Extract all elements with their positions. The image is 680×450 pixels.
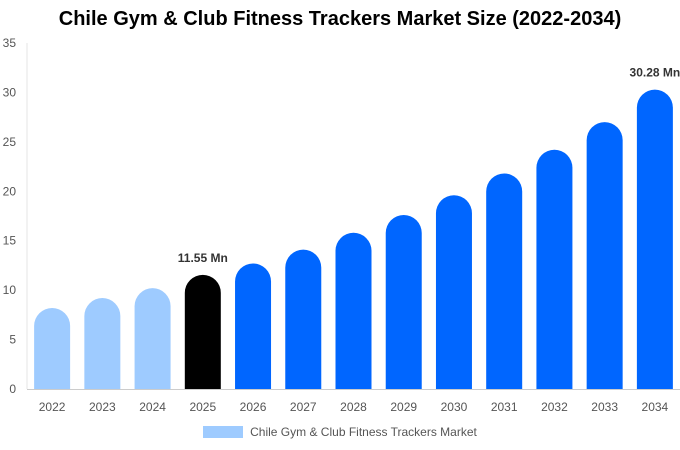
x-tick-label: 2033	[591, 400, 618, 414]
x-tick-label: 2032	[541, 400, 568, 414]
x-tick-label: 2024	[139, 400, 166, 414]
y-tick-label: 10	[3, 283, 17, 297]
x-tick-label: 2030	[441, 400, 468, 414]
bar-2028	[335, 232, 372, 389]
x-tick-label: 2027	[290, 400, 317, 414]
y-tick-label: 35	[3, 36, 17, 50]
legend-label: Chile Gym & Club Fitness Trackers Market	[250, 425, 477, 439]
x-tick-label: 2026	[240, 400, 267, 414]
x-tick-label: 2029	[390, 400, 417, 414]
y-tick-label: 15	[3, 234, 17, 248]
y-tick-label: 20	[3, 184, 17, 198]
x-tick-label: 2022	[39, 400, 66, 414]
bars	[34, 89, 673, 390]
annotations: 11.55 Mn 30.28 Mn	[178, 66, 680, 265]
y-tick-label: 0	[9, 382, 16, 396]
bar-2023	[84, 298, 121, 389]
y-tick-label: 30	[3, 85, 17, 99]
y-tick-label: 5	[9, 333, 16, 347]
bar-2024	[134, 288, 171, 389]
bar-2025	[184, 274, 221, 389]
bar-2031	[486, 173, 523, 389]
bar-2026	[235, 263, 272, 389]
bar-2033	[586, 122, 623, 390]
legend-swatch	[203, 426, 244, 438]
x-tick-label: 2028	[340, 400, 367, 414]
data-label: 11.55 Mn	[178, 251, 228, 265]
y-tick-label: 25	[3, 135, 17, 149]
bar-2030	[435, 195, 472, 389]
bar-2027	[285, 249, 322, 389]
bar-2029	[385, 215, 422, 389]
legend: Chile Gym & Club Fitness Trackers Market	[0, 425, 680, 439]
chart-title: Chile Gym & Club Fitness Trackers Market…	[58, 8, 622, 30]
x-tick-label: 2025	[189, 400, 216, 414]
bar-2022	[34, 307, 71, 389]
x-tick-label: 2034	[642, 400, 669, 414]
bar-2034	[636, 89, 673, 389]
bar-2032	[536, 149, 573, 389]
x-tick-label: 2031	[491, 400, 518, 414]
x-tick-label: 2023	[89, 400, 116, 414]
y-axis: 0 5 10 15 20 25 30 35	[3, 36, 28, 396]
x-axis: 2022 2023 2024 2025 2026 2027 2028 2029 2030 2031…	[27, 389, 680, 414]
data-label: 30.28 Mn	[630, 66, 680, 80]
